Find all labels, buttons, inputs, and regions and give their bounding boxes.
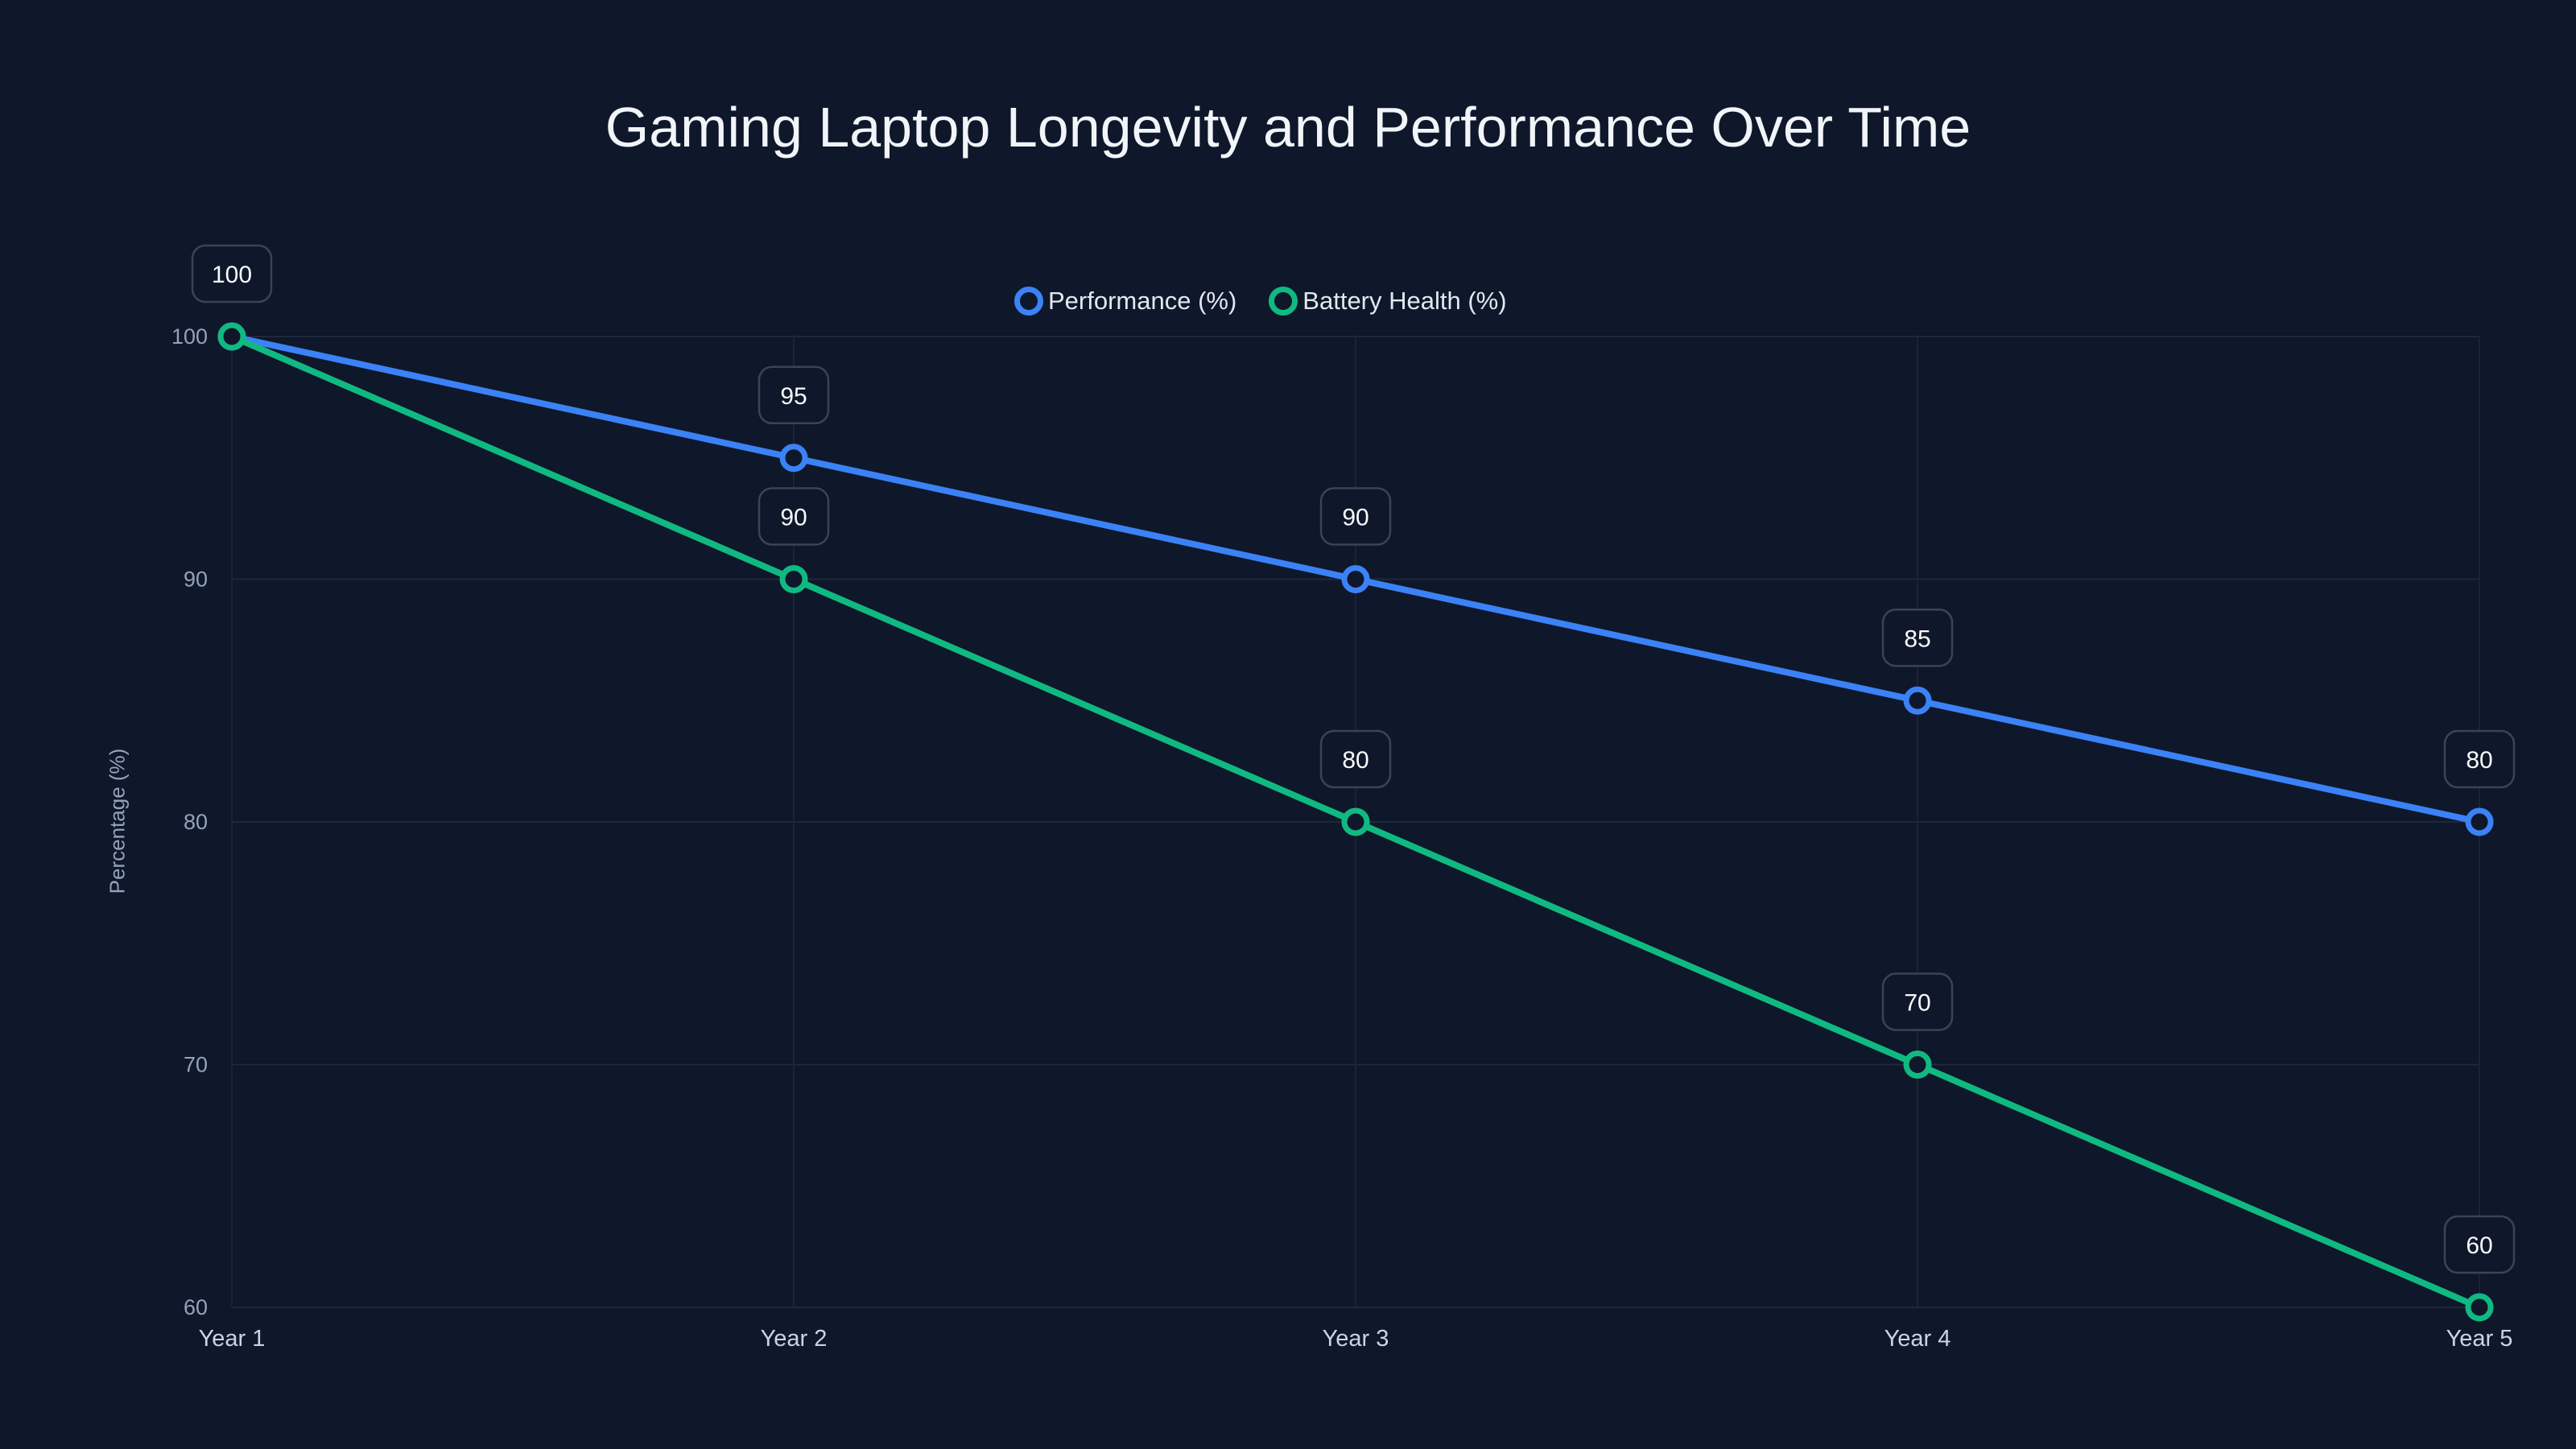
data-label-box — [1319, 729, 1392, 789]
x-tick-label: Year 2 — [761, 1326, 828, 1352]
legend: Performance (%) Battery Health (%) — [1014, 287, 1507, 316]
data-label: 60 — [2466, 1232, 2492, 1259]
chart-title: Gaming Laptop Longevity and Performance … — [605, 96, 1971, 159]
battery-marker-icon — [1269, 287, 1298, 316]
y-tick-label: 60 — [184, 1295, 208, 1319]
data-point-marker — [1903, 686, 1932, 715]
data-label-box — [1881, 609, 1954, 667]
y-tick-label: 100 — [171, 324, 208, 349]
data-point-marker — [1903, 1051, 1932, 1079]
data-point-marker — [217, 322, 246, 351]
legend-label: Battery Health (%) — [1302, 287, 1507, 315]
data-point-marker — [2465, 1293, 2494, 1322]
data-label-box — [191, 244, 273, 303]
data-label-box — [1319, 487, 1392, 546]
data-label: 70 — [1904, 990, 1930, 1017]
x-tick-label: Year 1 — [199, 1326, 266, 1352]
data-label-box — [758, 365, 830, 424]
data-point-marker — [1341, 565, 1370, 593]
x-tick-label: Year 3 — [1323, 1326, 1389, 1352]
data-label: 85 — [1904, 625, 1930, 652]
data-point-marker — [779, 565, 808, 593]
data-label-box — [1881, 972, 1954, 1031]
x-tick-label: Year 5 — [2446, 1326, 2513, 1352]
data-label: 90 — [1342, 505, 1368, 531]
data-label: 80 — [2466, 747, 2492, 774]
performance-marker-icon — [1014, 287, 1043, 316]
legend-item-battery[interactable]: Battery Health (%) — [1269, 287, 1507, 316]
data-point-marker — [779, 444, 808, 473]
data-label: 100 — [212, 262, 252, 288]
legend-label: Performance (%) — [1048, 287, 1237, 315]
data-label-box — [758, 487, 830, 546]
x-tick-label: Year 4 — [1885, 1326, 1951, 1352]
y-tick-label: 80 — [184, 810, 208, 834]
y-tick-label: 70 — [184, 1053, 208, 1077]
data-label-box — [2443, 729, 2516, 789]
y-tick-label: 90 — [184, 568, 208, 592]
data-point-marker — [1341, 807, 1370, 836]
data-label-box — [2443, 1215, 2516, 1274]
data-point-marker — [2465, 807, 2494, 836]
data-label: 95 — [780, 383, 807, 410]
data-label: 80 — [1342, 747, 1368, 774]
data-label: 90 — [780, 505, 807, 531]
legend-item-performance[interactable]: Performance (%) — [1014, 287, 1236, 316]
